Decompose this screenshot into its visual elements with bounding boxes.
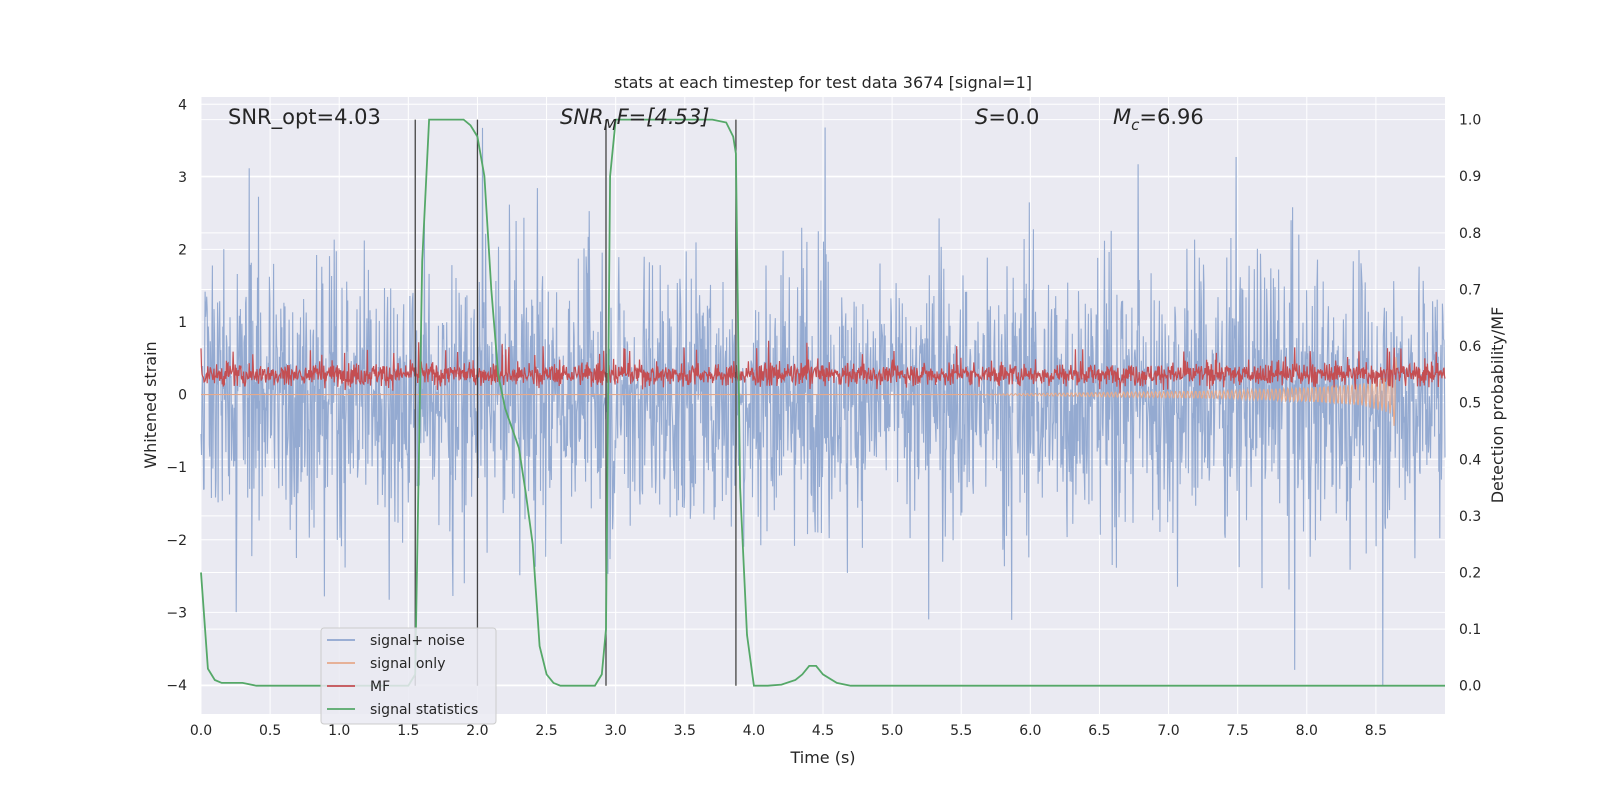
y-tick-label: −1 [166,460,187,476]
x-tick-label: 4.5 [812,723,834,739]
y-axis-ticks: 4 3 2 1 0 −1 −2 −3 −4 [166,97,187,694]
x-tick-label: 7.5 [1227,723,1249,739]
y-right-tick-label: 0.0 [1459,679,1481,695]
x-tick-label: 3.5 [674,723,696,739]
y-right-tick-label: 0.5 [1459,396,1481,412]
chart-title: stats at each timestep for test data 367… [614,73,1032,92]
y-right-axis-label: Detection probability/MF [1488,307,1507,504]
x-tick-label: 5.5 [950,723,972,739]
y-right-tick-label: 0.4 [1459,452,1481,468]
series-signal-only [201,357,1398,426]
y-right-tick-label: 0.7 [1459,282,1481,298]
y-right-tick-label: 0.2 [1459,565,1481,581]
x-tick-label: 0.0 [190,723,212,739]
y-tick-label: −3 [166,605,187,621]
annotation-s-symbol: S [975,105,988,129]
x-tick-label: 7.0 [1157,723,1179,739]
signal-only-line [201,357,1398,426]
annotation-mc-value: =6.96 [1139,105,1203,129]
y-tick-label: 3 [178,170,187,186]
y-tick-label: 4 [178,97,187,113]
series-signal-noise [200,127,1446,686]
x-tick-label: 4.0 [743,723,765,739]
x-axis-ticks: 0.0 0.5 1.0 1.5 2.0 2.5 3.0 3.5 4.0 4.5 5.0 5.5 6.0 6… [190,723,1387,739]
annotation-s-value: =0.0 [988,105,1039,129]
y-right-tick-label: 0.9 [1459,169,1481,185]
x-tick-label: 1.5 [397,723,419,739]
legend-box [320,627,497,725]
legend-label-signal-statistics: signal statistics [370,702,478,718]
x-tick-label: 2.0 [466,723,488,739]
annotation-snr-mf-symbol: SNR [560,105,604,129]
y-tick-label: 2 [178,242,187,258]
x-tick-label: 0.5 [259,723,281,739]
y-tick-label: −2 [166,533,187,549]
y-right-tick-label: 0.1 [1459,622,1481,638]
legend: signal+ noise signal only MF signal stat… [320,627,497,725]
y-tick-label: 1 [178,315,187,331]
annotation-s: S=0.0 [975,105,1039,129]
x-tick-label: 5.0 [881,723,903,739]
y-right-tick-label: 0.8 [1459,226,1481,242]
legend-label-signal-only: signal only [370,656,445,672]
annotation-snr-mf: SNRMF=[4.53] [560,105,709,134]
x-tick-label: 2.5 [535,723,557,739]
x-tick-label: 1.0 [328,723,350,739]
annotation-mc: Mc=6.96 [1113,105,1204,134]
annotation-mc-subscript: c [1131,116,1140,134]
legend-label-mf: MF [370,679,390,695]
x-tick-label: 6.5 [1088,723,1110,739]
x-tick-label: 8.0 [1296,723,1318,739]
annotation-snr-mf-value: F=[4.53] [617,105,710,129]
annotation-snr-opt: SNR_opt=4.03 [228,105,381,130]
y-right-tick-label: 1.0 [1459,113,1481,129]
y-axis-label: Whitened strain [141,341,160,468]
series-mf [200,340,1446,393]
x-axis-label: Time (s) [789,748,855,767]
y-right-tick-label: 0.6 [1459,339,1481,355]
annotation-snr-mf-subscript: M [604,116,617,134]
legend-label-signal-noise: signal+ noise [370,633,465,649]
x-tick-label: 8.5 [1365,723,1387,739]
y-tick-label: 0 [178,388,187,404]
y-right-tick-label: 0.3 [1459,509,1481,525]
y-right-axis-ticks: 1.0 0.9 0.8 0.7 0.6 0.5 0.4 0.3 0.2 0.1 0.0 [1459,113,1481,695]
mf-line [200,340,1446,393]
y-tick-label: −4 [166,678,187,694]
x-tick-label: 3.0 [605,723,627,739]
signal-noise-line [200,127,1446,686]
annotation-mc-symbol: M [1113,105,1131,129]
x-tick-label: 6.0 [1019,723,1041,739]
